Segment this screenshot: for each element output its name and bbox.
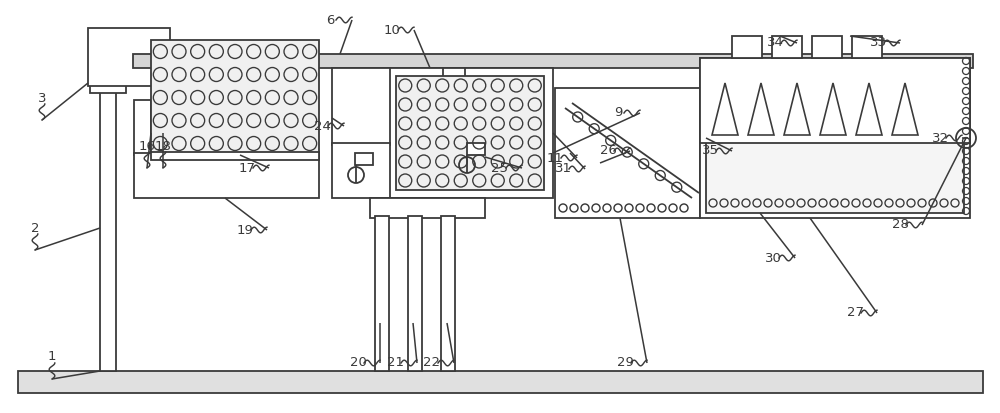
Text: 25: 25 [492, 161, 509, 175]
Text: 26: 26 [600, 145, 616, 157]
Bar [134, 100, 151, 155]
Bar [332, 68, 390, 145]
Text: 11: 11 [546, 152, 564, 164]
Bar [370, 198, 485, 218]
Bar [443, 68, 465, 83]
Text: 1: 1 [48, 351, 56, 363]
Text: 28: 28 [892, 218, 908, 232]
Text: 9: 9 [614, 107, 622, 119]
Text: 3: 3 [38, 92, 46, 104]
Text: 19: 19 [237, 223, 253, 237]
Text: 24: 24 [314, 119, 330, 133]
Bar [375, 216, 389, 371]
Bar [134, 153, 319, 198]
Bar [706, 141, 964, 213]
Text: 27: 27 [846, 306, 864, 320]
Polygon shape [856, 83, 882, 135]
Text: 10: 10 [384, 24, 400, 36]
Text: 20: 20 [350, 356, 366, 370]
Text: 29: 29 [617, 356, 633, 370]
Text: 16: 16 [139, 140, 155, 152]
Bar [90, 85, 126, 93]
Text: 31: 31 [554, 162, 572, 176]
Bar [812, 36, 842, 58]
Bar [355, 153, 373, 165]
Bar [438, 83, 470, 98]
Text: 35: 35 [702, 145, 718, 157]
Bar [772, 36, 802, 58]
Polygon shape [784, 83, 810, 135]
Bar [151, 40, 319, 155]
Text: 2: 2 [31, 221, 39, 235]
Text: 6: 6 [326, 14, 334, 26]
Bar [100, 86, 116, 371]
Polygon shape [712, 83, 738, 135]
Text: 32: 32 [932, 131, 948, 145]
Polygon shape [892, 83, 918, 135]
Text: 21: 21 [386, 356, 404, 370]
Bar [732, 36, 762, 58]
Polygon shape [748, 83, 774, 135]
Text: 30: 30 [765, 252, 781, 264]
Bar [441, 216, 455, 371]
Text: 33: 33 [870, 36, 887, 50]
Bar [408, 216, 422, 371]
Bar [18, 371, 983, 393]
Bar [396, 76, 544, 190]
Bar [700, 58, 970, 218]
Bar [388, 68, 553, 198]
Text: 17: 17 [239, 161, 256, 175]
Bar [467, 143, 485, 155]
Bar [133, 54, 973, 68]
Text: 18: 18 [155, 140, 171, 152]
Bar [852, 36, 882, 58]
Bar [151, 152, 319, 160]
Bar [555, 88, 700, 218]
Polygon shape [820, 83, 846, 135]
Bar [700, 58, 970, 143]
Bar [332, 143, 390, 198]
Text: 22: 22 [424, 356, 440, 370]
Text: 34: 34 [767, 36, 783, 50]
Bar [88, 28, 170, 86]
